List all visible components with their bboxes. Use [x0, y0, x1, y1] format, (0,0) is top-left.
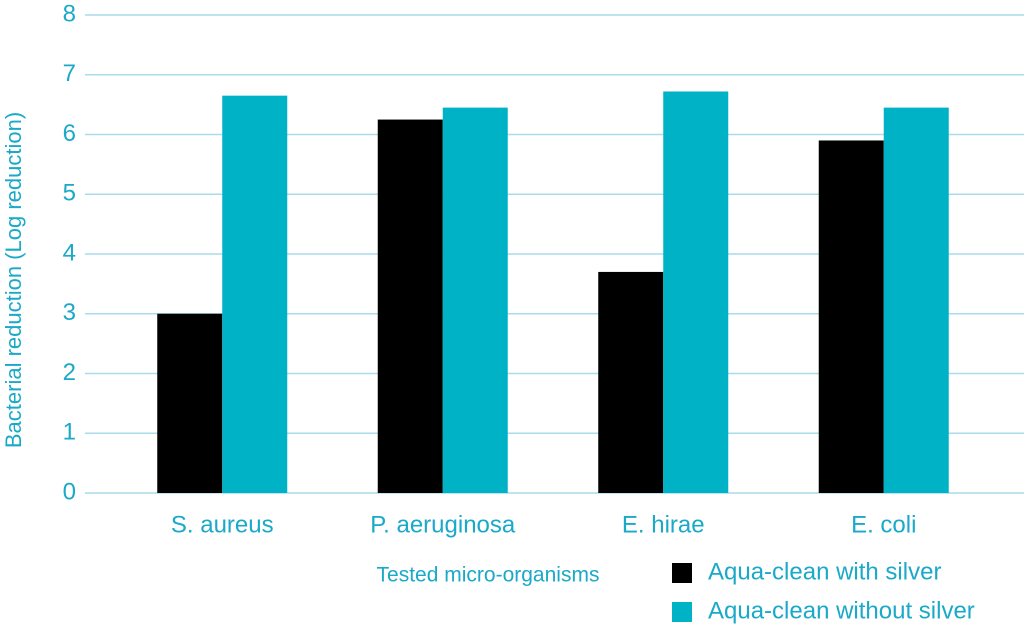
y-axis-label: Bacterial reduction (Log reduction): [1, 112, 26, 448]
y-tick-label: 4: [63, 239, 76, 266]
legend-label: Aqua-clean without silver: [708, 597, 975, 624]
y-tick-label: 7: [63, 60, 76, 87]
bar: [598, 271, 664, 493]
bar: [157, 313, 223, 493]
legend-swatch: [672, 563, 692, 583]
bar: [377, 119, 443, 493]
y-tick-label: 6: [63, 120, 76, 147]
legend-swatch: [672, 602, 692, 622]
y-tick-label: 1: [63, 419, 76, 446]
bar: [442, 107, 508, 494]
y-tick-label: 2: [63, 359, 76, 386]
bar: [818, 140, 884, 493]
bar: [663, 91, 729, 493]
x-tick-label: S. aureus: [171, 511, 274, 538]
y-tick-label: 3: [63, 299, 76, 326]
y-tick-label: 0: [63, 478, 76, 505]
bar: [883, 107, 949, 494]
x-tick-label: P. aeruginosa: [370, 511, 516, 538]
x-axis-label: Tested micro-organisms: [377, 564, 600, 587]
y-tick-label: 8: [63, 0, 76, 27]
x-tick-label: E. coli: [851, 511, 916, 538]
bar: [222, 95, 288, 493]
legend-label: Aqua-clean with silver: [708, 558, 941, 585]
x-tick-label: E. hirae: [622, 511, 705, 538]
y-tick-label: 5: [63, 180, 76, 207]
